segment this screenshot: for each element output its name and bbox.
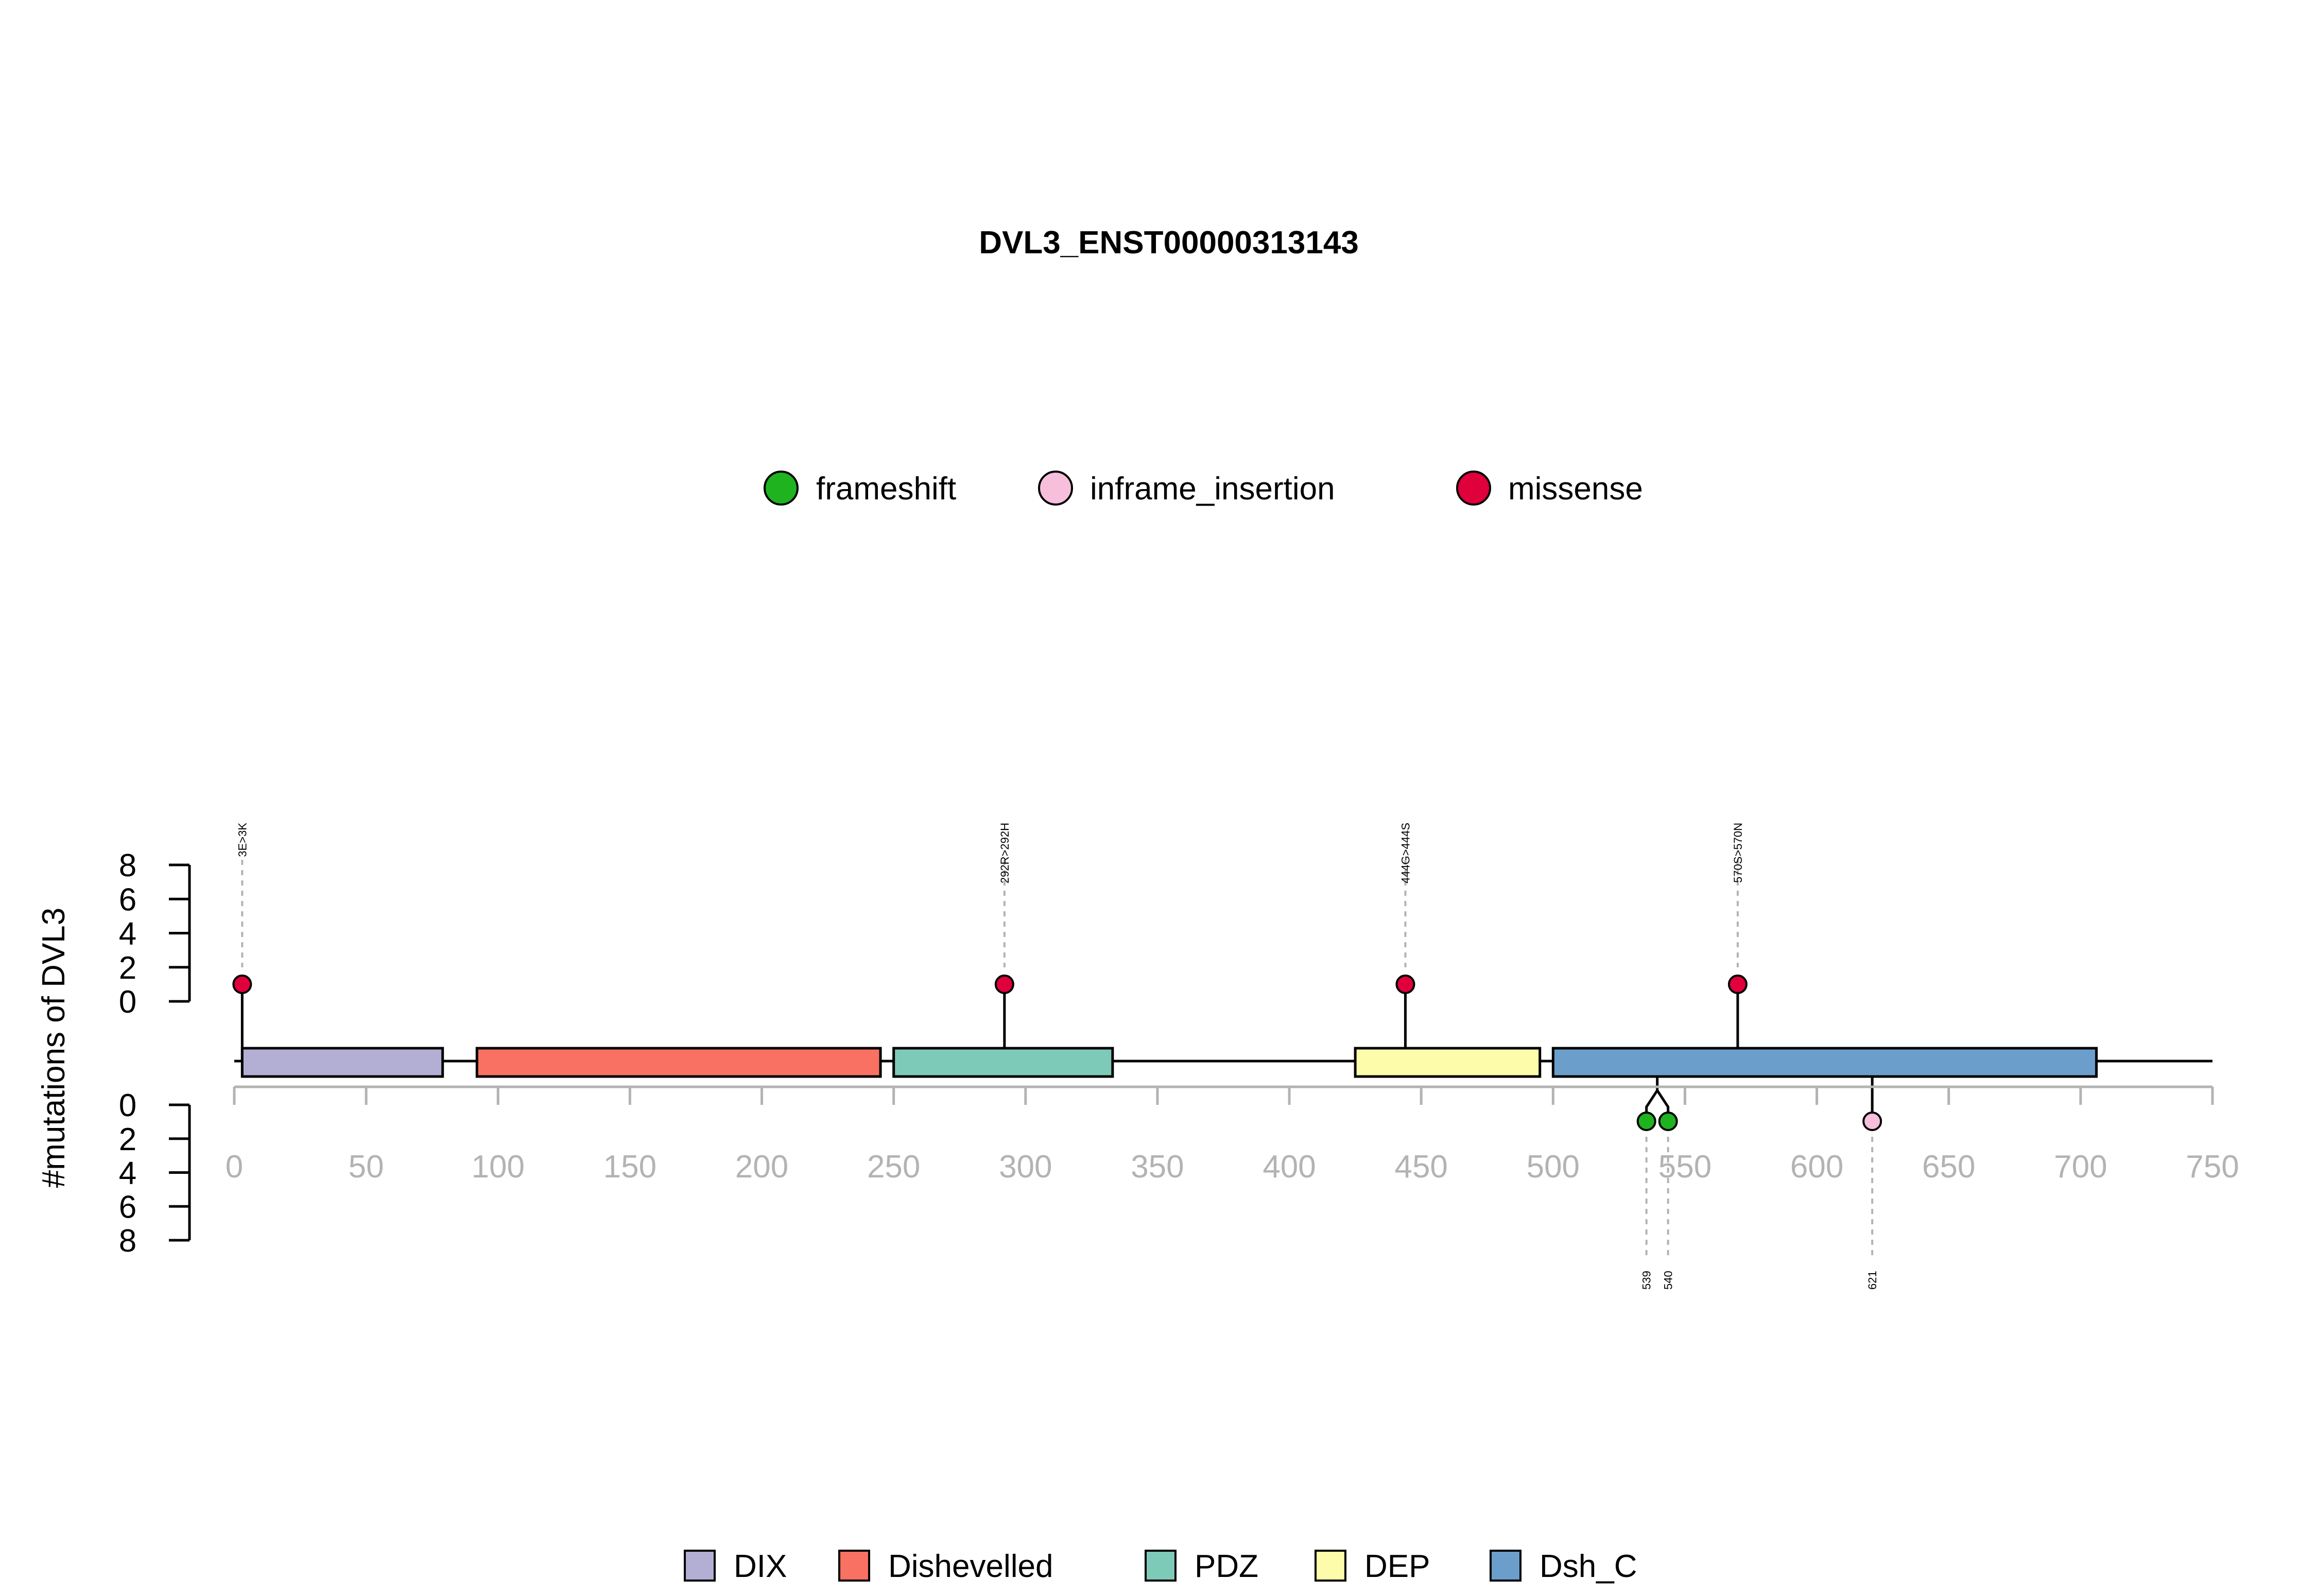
x-tick-label: 150 [603,1149,656,1185]
legend-label-dishevelled: Dishevelled [888,1549,1053,1584]
y-tick-top-label: 6 [119,882,136,917]
legend-swatch-dsh-c [1490,1550,1521,1582]
x-tick-label: 400 [1263,1149,1316,1185]
legend-label-dep: DEP [1364,1549,1430,1584]
y-axis-label: #mutations of DVL3 [36,908,72,1188]
chart-title: DVL3_ENST00000313143 [979,225,1359,261]
legend-marker-inframe_insertion [1038,471,1073,506]
mutation-label-bottom: 539 [1640,1271,1653,1290]
x-tick-label: 100 [472,1149,525,1185]
legend-label-dsh-c: Dsh_C [1540,1549,1637,1584]
protein-domains [240,1047,2098,1078]
x-axis: 0 50 100 150 200 250 300 350 400 450 500 550 600 650 7… [226,1085,2239,1185]
y-tick-bottom-label: 8 [119,1223,136,1259]
domain-legend: DIX Dishevelled PDZ DEP Dsh_C [684,1549,1637,1584]
domain-dep [1354,1047,1542,1078]
x-tick-label: 600 [1790,1149,1843,1185]
mutation-labels: 3E>3K 292R>292H 444G>444S 570S>570N 539 540 62… [236,823,1879,1290]
y-tick-bottom-label: 4 [119,1156,136,1191]
mutation-guide-lines [241,860,1874,1256]
x-tick-label: 50 [349,1149,384,1185]
legend-swatch-dep [1315,1550,1346,1582]
y-tick-top-label: 8 [119,848,136,883]
y-tick-top-label: 0 [119,984,136,1020]
legend-swatch-dix [684,1550,716,1582]
lollipop-head-frameshift [1636,1112,1656,1131]
lollipop-head-inframe_insertion [1862,1112,1882,1131]
domain-pdz [892,1047,1114,1078]
y-tick-bottom-label: 2 [119,1122,136,1157]
legend-swatch-dishevelled [838,1550,870,1582]
x-tick-label: 300 [999,1149,1052,1185]
x-tick-label: 350 [1131,1149,1184,1185]
x-tick-label: 550 [1658,1149,1711,1185]
x-tick-label: 750 [2186,1149,2239,1185]
domain-dsh-c [1551,1047,2098,1078]
mutation-label-bottom: 540 [1662,1271,1675,1290]
legend-swatch-pdz [1145,1550,1177,1582]
x-tick-label: 250 [867,1149,920,1185]
domain-dix [240,1047,444,1078]
lollipop-head-missense [1395,974,1415,994]
legend-marker-frameshift [764,471,799,506]
legend-label-pdz: PDZ [1195,1549,1258,1584]
lollipop-head-missense [232,974,252,994]
lollipop-head-frameshift [1658,1112,1678,1131]
mutation-label-bottom: 621 [1866,1271,1879,1290]
x-tick-label: 450 [1394,1149,1447,1185]
mutation-label-top: 570S>570N [1732,823,1744,883]
y-tick-bottom-label: 6 [119,1189,136,1225]
x-tick-label: 500 [1527,1149,1580,1185]
legend-label-frameshift: frameshift [816,471,956,507]
domain-dishevelled [475,1047,882,1078]
y-tick-bottom-label: 0 [119,1088,136,1123]
legend-label-missense: missense [1508,471,1643,507]
y-tick-top-label: 4 [119,916,136,952]
legend-marker-missense [1456,471,1491,506]
mutation-label-top: 444G>444S [1399,823,1412,883]
legend-label-inframe_insertion: inframe_insertion [1090,471,1335,507]
lollipop-head-missense [1727,974,1748,994]
x-tick-label: 0 [226,1149,243,1185]
mutation-label-top: 292R>292H [998,823,1011,883]
y-tick-top-label: 2 [119,950,136,986]
x-tick-label: 700 [2054,1149,2107,1185]
lollipop-head-missense [994,974,1014,994]
legend-label-dix: DIX [734,1549,787,1584]
x-tick-label: 650 [1922,1149,1975,1185]
mutation-label-top: 3E>3K [236,823,249,857]
mutation-legend: frameshift inframe_insertion missense [764,471,1643,507]
lollipop-heads [232,974,1882,1131]
x-tick-label: 200 [735,1149,788,1185]
